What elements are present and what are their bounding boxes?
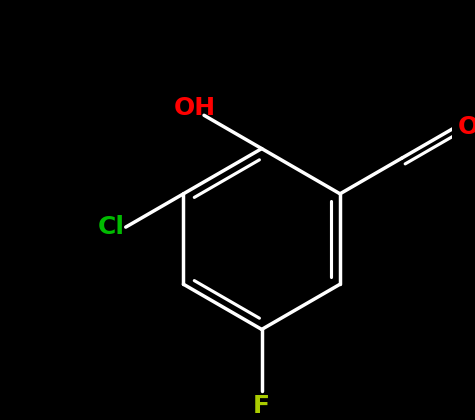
Text: Cl: Cl	[98, 215, 125, 239]
Text: O: O	[458, 115, 475, 139]
Text: OH: OH	[173, 96, 216, 120]
Text: F: F	[253, 394, 270, 417]
